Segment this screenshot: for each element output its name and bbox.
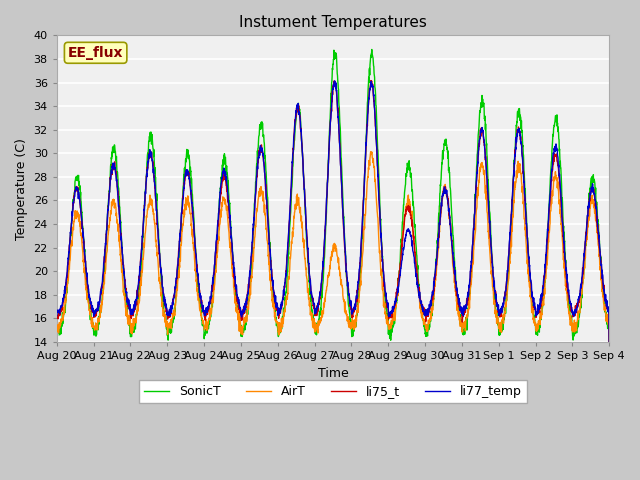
- SonicT: [605, 339, 613, 345]
- li77_temp: [207, 294, 214, 300]
- Legend: SonicT, AirT, li75_t, li77_temp: SonicT, AirT, li75_t, li77_temp: [139, 380, 527, 403]
- SonicT: [53, 332, 61, 338]
- Line: li75_t: li75_t: [57, 81, 609, 342]
- AirT: [361, 215, 369, 221]
- AirT: [557, 214, 564, 220]
- Line: AirT: AirT: [57, 152, 609, 342]
- AirT: [207, 307, 214, 312]
- SonicT: [361, 168, 369, 174]
- AirT: [53, 324, 61, 330]
- li75_t: [207, 298, 214, 303]
- li77_temp: [349, 309, 357, 314]
- AirT: [367, 149, 374, 155]
- Line: SonicT: SonicT: [57, 49, 609, 342]
- Text: EE_flux: EE_flux: [68, 46, 124, 60]
- SonicT: [494, 314, 502, 320]
- li75_t: [605, 339, 613, 345]
- li75_t: [367, 78, 375, 84]
- Y-axis label: Temperature (C): Temperature (C): [15, 138, 28, 240]
- X-axis label: Time: Time: [317, 367, 348, 380]
- li77_temp: [557, 187, 564, 192]
- AirT: [349, 319, 356, 325]
- Title: Instument Temperatures: Instument Temperatures: [239, 15, 427, 30]
- li75_t: [557, 192, 564, 198]
- li75_t: [349, 314, 356, 320]
- SonicT: [557, 165, 564, 171]
- li77_temp: [331, 78, 339, 84]
- li77_temp: [53, 312, 61, 318]
- li75_t: [572, 308, 580, 314]
- AirT: [494, 315, 502, 321]
- AirT: [605, 339, 613, 345]
- Line: li77_temp: li77_temp: [57, 81, 609, 342]
- li77_temp: [494, 304, 502, 310]
- SonicT: [207, 313, 214, 319]
- li75_t: [494, 304, 502, 310]
- AirT: [572, 320, 580, 325]
- SonicT: [368, 47, 376, 52]
- SonicT: [349, 326, 356, 332]
- SonicT: [572, 325, 580, 331]
- li75_t: [361, 168, 369, 174]
- li77_temp: [361, 164, 369, 170]
- li77_temp: [572, 306, 580, 312]
- li77_temp: [605, 339, 613, 345]
- li75_t: [53, 315, 61, 321]
